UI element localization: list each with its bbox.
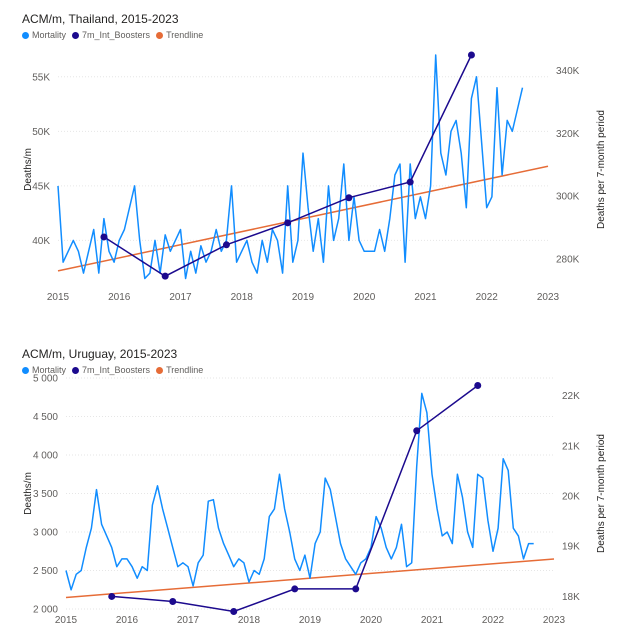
y2-tick-label: 300K: [556, 192, 580, 203]
legend-item-mortality[interactable]: Mortality: [22, 365, 66, 375]
x-tick-label: 2015: [47, 292, 70, 303]
legend-item-trendline[interactable]: Trendline: [156, 30, 203, 40]
mortality-line: [65, 392, 534, 591]
legend-label-boosters: 7m_Int_Boosters: [82, 365, 151, 375]
boosters-point: [284, 219, 292, 227]
boosters-point: [474, 382, 482, 390]
x-tick-label: 2018: [231, 292, 254, 303]
x-tick-label: 2018: [238, 615, 261, 626]
legend-item-boosters[interactable]: 7m_Int_Boosters: [72, 365, 150, 375]
legend-label-mortality: Mortality: [32, 365, 67, 375]
boosters-point: [406, 178, 414, 186]
y-tick-label: 5 000: [33, 374, 58, 385]
boosters-point: [222, 241, 230, 249]
y2-tick-label: 280K: [556, 254, 580, 265]
x-tick-label: 2016: [116, 615, 139, 626]
boosters-line: [111, 384, 479, 613]
y-tick-label: 50K: [32, 127, 50, 138]
x-tick-label: 2020: [360, 615, 383, 626]
y-tick-label: 4 500: [33, 412, 58, 423]
x-tick-label: 2019: [292, 292, 315, 303]
y-tick-label: 2 500: [33, 566, 58, 577]
y-tick-label: 45K: [32, 181, 50, 192]
boosters-point: [467, 51, 475, 59]
boosters-line: [103, 54, 473, 278]
boosters-point: [169, 597, 177, 605]
legend-item-boosters[interactable]: 7m_Int_Boosters: [72, 30, 150, 40]
chart-title: ACM/m, Uruguay, 2015-2023: [22, 347, 178, 361]
legend-label-trendline: Trendline: [166, 30, 204, 40]
boosters-point: [161, 272, 169, 280]
x-tick-label: 2023: [537, 292, 560, 303]
y-axis-title: Deaths/m: [23, 472, 34, 515]
boosters-point: [100, 233, 108, 241]
x-tick-label: 2021: [421, 615, 444, 626]
y2-tick-label: 18K: [562, 592, 580, 603]
x-tick-label: 2016: [108, 292, 131, 303]
legend-dot-boosters: [72, 366, 80, 374]
y2-tick-label: 20K: [562, 492, 580, 503]
x-tick-label: 2015: [55, 615, 78, 626]
y2-axis-title: Deaths per 7-month period: [596, 110, 607, 229]
legend-dot-trendline: [156, 31, 164, 39]
chart-title: ACM/m, Thailand, 2015-2023: [22, 12, 179, 26]
x-tick-label: 2021: [414, 292, 437, 303]
boosters-point: [352, 585, 360, 593]
boosters-point: [291, 585, 299, 593]
x-tick-label: 2022: [476, 292, 499, 303]
uruguay-plot-area: 2 000 2 500 3 000 3 500 4 000 4 500 5 000 18K 19…: [23, 374, 607, 627]
y-tick-label: 55K: [32, 72, 50, 83]
legend-label-mortality: Mortality: [32, 30, 67, 40]
boosters-point: [230, 608, 238, 616]
boosters-point: [413, 427, 421, 435]
x-tick-label: 2023: [543, 615, 566, 626]
legend-label-boosters: 7m_Int_Boosters: [82, 30, 151, 40]
y-axis-title: Deaths/m: [23, 148, 34, 191]
legend-dot-boosters: [72, 31, 80, 39]
mortality-line: [57, 54, 524, 280]
legend-dot-mortality: [22, 31, 29, 39]
legend-item-trendline[interactable]: Trendline: [156, 365, 203, 375]
chart-legend: Mortality 7m_Int_Boosters Trendline: [22, 30, 203, 40]
x-tick-label: 2019: [299, 615, 322, 626]
thailand-chart-panel: ACM/m, Thailand, 2015-2023 Mortality 7m_…: [22, 12, 607, 303]
x-tick-label: 2017: [177, 615, 200, 626]
chart-legend: Mortality 7m_Int_Boosters Trendline: [22, 365, 203, 375]
y-tick-label: 2 000: [33, 605, 58, 616]
y2-tick-label: 22K: [562, 391, 580, 402]
boosters-point: [345, 194, 353, 202]
trendline: [57, 165, 549, 272]
legend-dot-mortality: [22, 366, 29, 374]
y2-tick-label: 21K: [562, 441, 580, 452]
x-tick-label: 2017: [169, 292, 192, 303]
y-tick-label: 3 000: [33, 528, 58, 539]
y2-axis-title: Deaths per 7-month period: [596, 434, 607, 553]
x-tick-label: 2020: [353, 292, 376, 303]
legend-item-mortality[interactable]: Mortality: [22, 30, 66, 40]
y2-tick-label: 340K: [556, 66, 580, 77]
boosters-point: [108, 592, 116, 600]
x-tick-label: 2022: [482, 615, 505, 626]
uruguay-chart-panel: ACM/m, Uruguay, 2015-2023 Mortality 7m_I…: [0, 335, 622, 636]
y-tick-label: 4 000: [33, 451, 58, 462]
legend-dot-trendline: [156, 366, 164, 374]
legend-label-trendline: Trendline: [166, 365, 204, 375]
y-tick-label: 40K: [32, 236, 50, 247]
thailand-plot-area: 40K 45K 50K 55K 280K 300K 320K 340K 2015 2016 2017…: [23, 51, 607, 303]
y2-tick-label: 320K: [556, 129, 580, 140]
y2-tick-label: 19K: [562, 542, 580, 553]
y-tick-label: 3 500: [33, 489, 58, 500]
